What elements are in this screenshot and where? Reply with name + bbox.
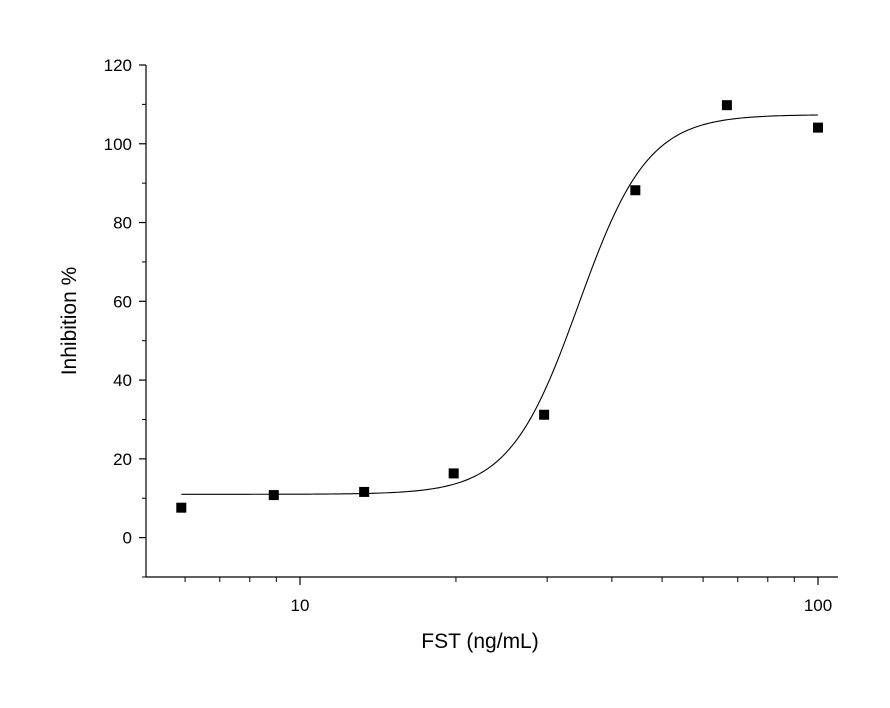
y-tick-label: 40 bbox=[113, 371, 132, 390]
data-point bbox=[448, 468, 459, 479]
x-tick-label: 10 bbox=[291, 596, 310, 615]
data-point bbox=[539, 409, 550, 420]
x-tick-label: 100 bbox=[804, 596, 832, 615]
y-tick-label: 60 bbox=[113, 292, 132, 311]
y-tick-label: 0 bbox=[123, 529, 132, 548]
data-points bbox=[176, 100, 823, 513]
y-tick-label: 100 bbox=[104, 135, 132, 154]
y-ticks: 0 20 40 60 80 100 120 bbox=[104, 56, 146, 578]
data-point bbox=[813, 122, 823, 133]
data-point bbox=[630, 185, 641, 196]
y-axis-title: Inhibition % bbox=[58, 267, 81, 376]
data-point bbox=[359, 486, 370, 497]
x-ticks: 10 100 bbox=[184, 577, 832, 615]
y-tick-label: 20 bbox=[113, 450, 132, 469]
data-point bbox=[176, 502, 187, 513]
axes bbox=[145, 65, 838, 578]
x-axis-title: FST (ng/mL) bbox=[421, 630, 538, 653]
data-point bbox=[268, 490, 279, 501]
y-tick-label: 120 bbox=[104, 56, 132, 75]
fit-curve bbox=[181, 114, 819, 495]
y-tick-label: 80 bbox=[113, 214, 132, 233]
data-point bbox=[721, 100, 732, 111]
